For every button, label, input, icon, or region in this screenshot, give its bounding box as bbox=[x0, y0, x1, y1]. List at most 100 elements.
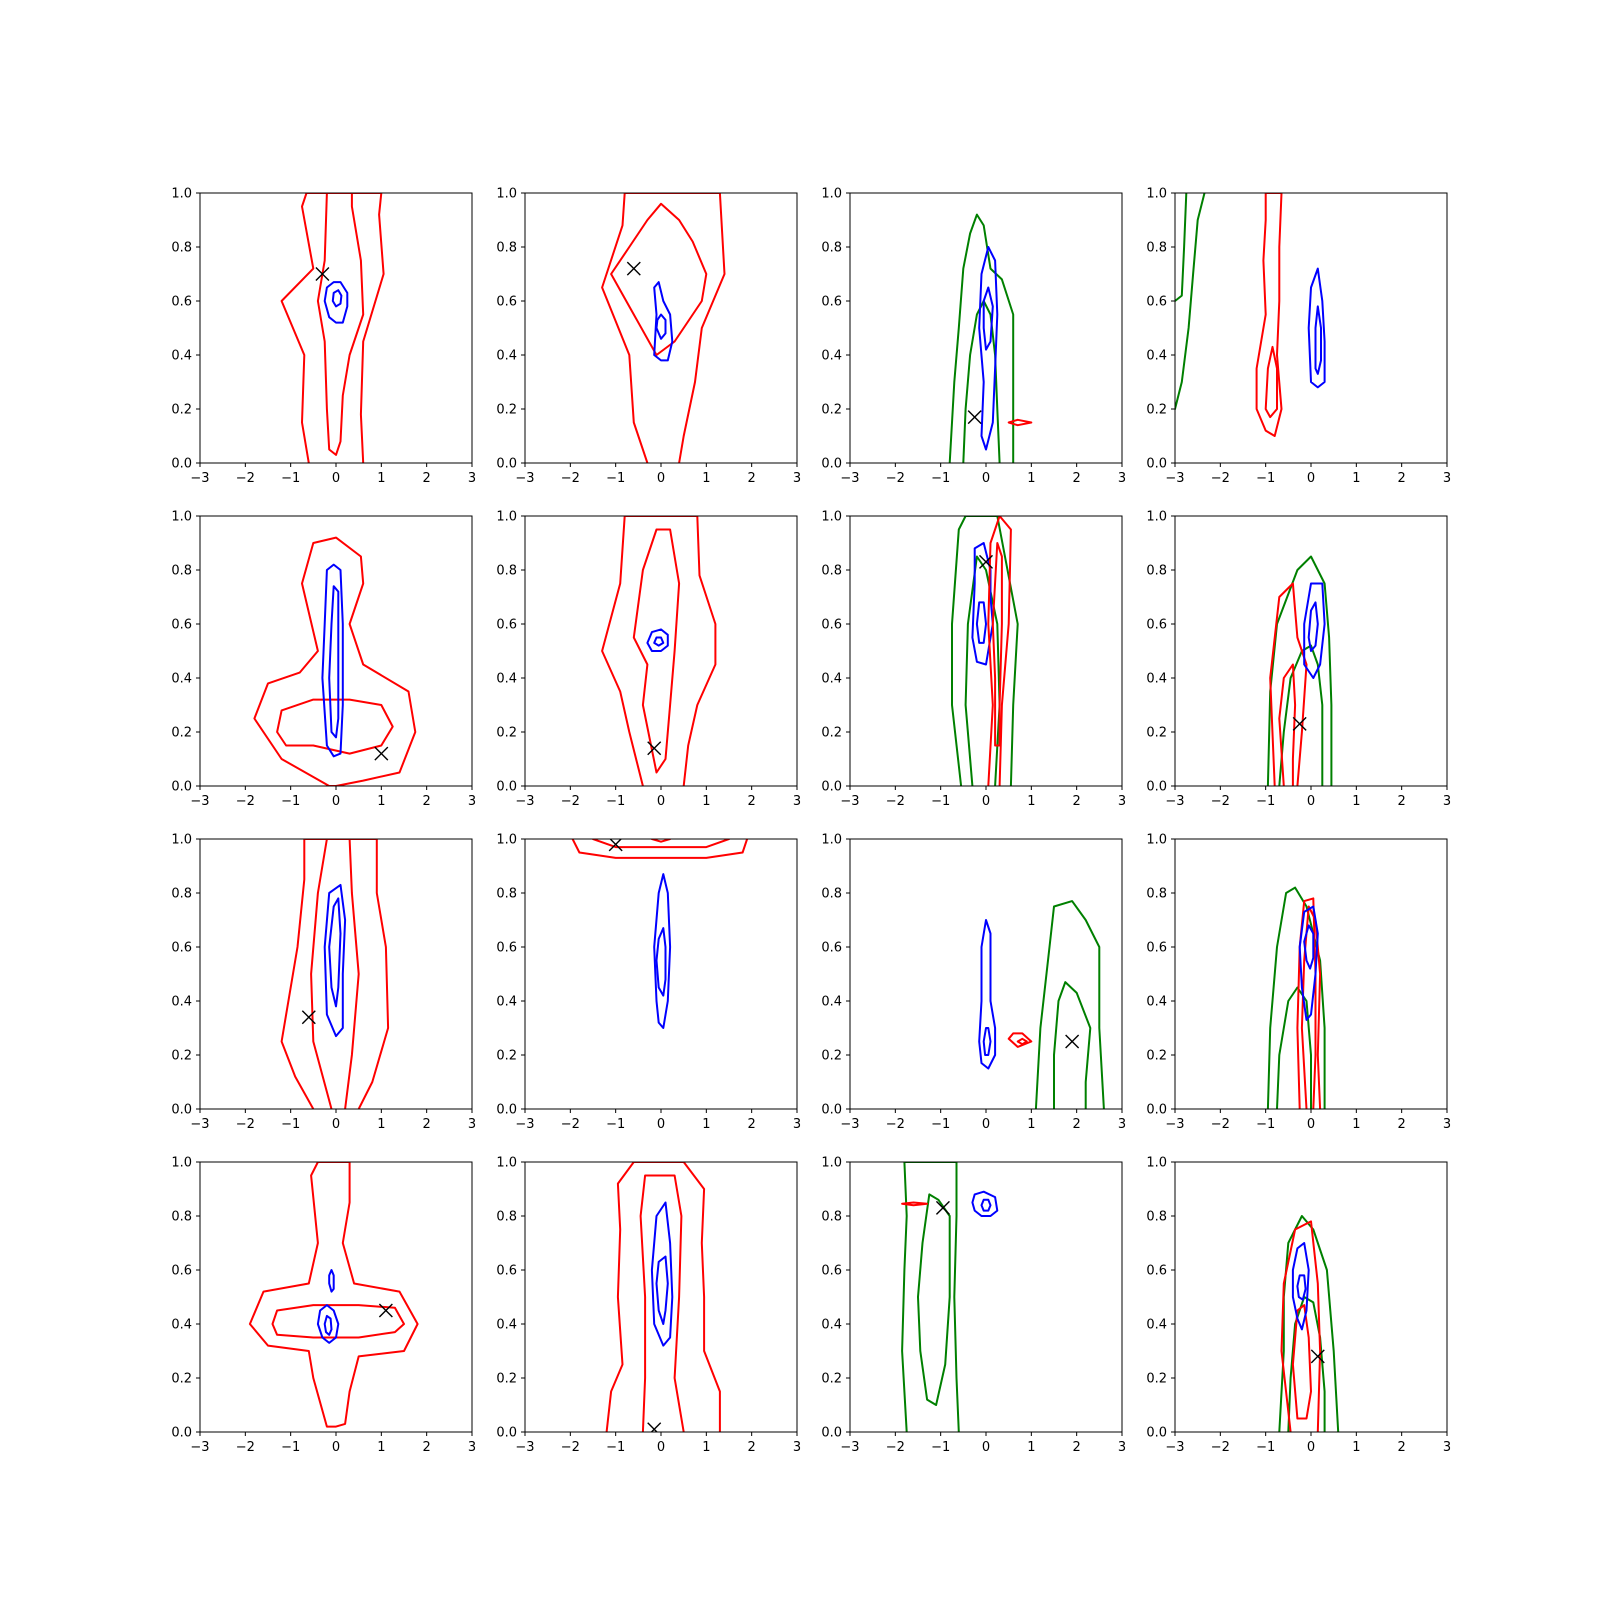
contour-line-blue bbox=[323, 883, 347, 1038]
contour-line-red bbox=[605, 1162, 721, 1432]
y-tick-label: 0.4 bbox=[1146, 672, 1167, 687]
x-tick-label: 3 bbox=[1118, 1440, 1126, 1455]
x-tick-label: −3 bbox=[840, 1440, 859, 1455]
axes-frame bbox=[849, 515, 1123, 787]
y-tick-label: 0.0 bbox=[171, 1426, 192, 1441]
x-tick-label: 1 bbox=[702, 1117, 710, 1132]
x-tick-label: −1 bbox=[281, 1440, 300, 1455]
y-tick-label: 0.2 bbox=[821, 726, 842, 741]
contour-line-green bbox=[951, 516, 1019, 786]
x-tick-label: 1 bbox=[377, 1440, 385, 1455]
y-tick-label: 0.6 bbox=[1146, 618, 1167, 633]
y-tick-label: 0.4 bbox=[1146, 995, 1167, 1010]
subplot: −3 −2 −1 0 1 2 3 0.0 0.2 0.4 0.6 0.8 1.0 bbox=[821, 187, 1126, 487]
y-tick-label: 0.8 bbox=[1146, 887, 1167, 902]
y-tick-label: 0.0 bbox=[496, 1103, 517, 1118]
contour-line-red bbox=[253, 536, 417, 786]
x-tick-label: 1 bbox=[377, 1117, 385, 1132]
contour-line-red bbox=[1007, 418, 1033, 427]
y-tick-label: 0.0 bbox=[496, 780, 517, 795]
contour-line-blue bbox=[971, 542, 994, 666]
contour-group bbox=[1278, 1215, 1340, 1432]
axes-frame bbox=[199, 838, 473, 1110]
y-tick-label: 0.0 bbox=[1146, 457, 1167, 472]
x-tick-label: 0 bbox=[1307, 1440, 1315, 1455]
y-tick-label: 0.6 bbox=[1146, 1264, 1167, 1279]
x-tick-label: 2 bbox=[1398, 1117, 1406, 1132]
x-tick-label: 3 bbox=[468, 471, 476, 486]
y-tick-label: 0.8 bbox=[171, 887, 192, 902]
x-tick-label: 1 bbox=[1027, 471, 1035, 486]
x-tick-label: 0 bbox=[332, 471, 340, 486]
y-tick-label: 0.6 bbox=[496, 941, 517, 956]
contour-line-blue bbox=[1307, 601, 1319, 652]
y-tick-label: 1.0 bbox=[496, 1156, 517, 1171]
x-marker bbox=[626, 261, 641, 276]
axes-frame bbox=[524, 192, 798, 464]
x-tick-label: 1 bbox=[1352, 471, 1360, 486]
y-tick-label: 0.8 bbox=[1146, 1210, 1167, 1225]
y-tick-label: 0.4 bbox=[171, 1318, 192, 1333]
x-tick-label: −1 bbox=[1256, 794, 1275, 809]
y-tick-label: 0.8 bbox=[821, 887, 842, 902]
contour-line-red bbox=[276, 698, 394, 755]
contour-line-blue bbox=[328, 585, 340, 739]
contour-line-red bbox=[1264, 345, 1278, 419]
contour-line-red bbox=[280, 193, 385, 463]
x-marker bbox=[647, 1422, 662, 1432]
y-tick-label: 0.0 bbox=[171, 457, 192, 472]
x-tick-label: −2 bbox=[236, 471, 255, 486]
y-tick-label: 0.0 bbox=[171, 780, 192, 795]
contour-line-red bbox=[639, 1174, 685, 1432]
y-tick-label: 0.4 bbox=[821, 1318, 842, 1333]
y-tick-label: 0.8 bbox=[171, 1210, 192, 1225]
x-tick-label: −2 bbox=[1211, 794, 1230, 809]
y-tick-label: 0.8 bbox=[1146, 241, 1167, 256]
axes-frame bbox=[1174, 192, 1448, 464]
contour-group bbox=[978, 900, 1105, 1109]
x-tick-label: 1 bbox=[1027, 794, 1035, 809]
x-tick-label: 1 bbox=[1027, 1440, 1035, 1455]
x-marker bbox=[979, 554, 993, 569]
contour-line-blue bbox=[646, 628, 669, 652]
x-marker bbox=[301, 1010, 316, 1025]
y-tick-label: 0.2 bbox=[496, 403, 517, 418]
contour-line-blue bbox=[1298, 905, 1319, 1021]
contour-line-red bbox=[316, 193, 365, 456]
x-tick-label: 3 bbox=[1443, 1440, 1451, 1455]
subplot: −3 −2 −1 0 1 2 3 0.0 0.2 0.4 0.6 0.8 1.0 bbox=[171, 510, 476, 810]
contour-group bbox=[253, 536, 417, 786]
x-tick-label: 0 bbox=[982, 1440, 990, 1455]
x-tick-label: −3 bbox=[190, 794, 209, 809]
contour-line-green bbox=[1175, 193, 1206, 410]
x-tick-label: −3 bbox=[840, 471, 859, 486]
x-tick-label: 0 bbox=[657, 1440, 665, 1455]
contour-line-blue bbox=[980, 1198, 992, 1212]
x-tick-label: −3 bbox=[1165, 1117, 1184, 1132]
x-tick-label: 3 bbox=[793, 471, 801, 486]
x-tick-label: −3 bbox=[1165, 471, 1184, 486]
x-tick-label: 0 bbox=[332, 1440, 340, 1455]
x-tick-label: −3 bbox=[515, 1117, 534, 1132]
contour-line-blue bbox=[328, 897, 342, 1008]
x-tick-label: −3 bbox=[515, 794, 534, 809]
y-tick-label: 0.0 bbox=[171, 1103, 192, 1118]
y-tick-label: 0.4 bbox=[171, 995, 192, 1010]
y-tick-label: 0.8 bbox=[171, 564, 192, 579]
contour-line-red bbox=[1296, 897, 1317, 1109]
x-tick-label: −2 bbox=[886, 471, 905, 486]
subplot: −3 −2 −1 0 1 2 3 0.0 0.2 0.4 0.6 0.8 1.0 bbox=[821, 510, 1126, 810]
x-tick-label: 3 bbox=[1443, 794, 1451, 809]
x-tick-label: −3 bbox=[515, 471, 534, 486]
x-tick-label: −1 bbox=[931, 471, 950, 486]
x-marker-stroke bbox=[626, 261, 641, 276]
y-tick-label: 0.4 bbox=[496, 995, 517, 1010]
contour-group bbox=[948, 213, 1033, 463]
x-tick-label: −3 bbox=[840, 794, 859, 809]
x-tick-label: 2 bbox=[423, 1440, 431, 1455]
x-marker-stroke bbox=[374, 746, 389, 761]
x-tick-label: 2 bbox=[1073, 471, 1081, 486]
x-tick-label: 3 bbox=[1443, 471, 1451, 486]
contour-line-blue bbox=[1303, 582, 1326, 679]
contour-line-blue bbox=[1314, 305, 1322, 375]
